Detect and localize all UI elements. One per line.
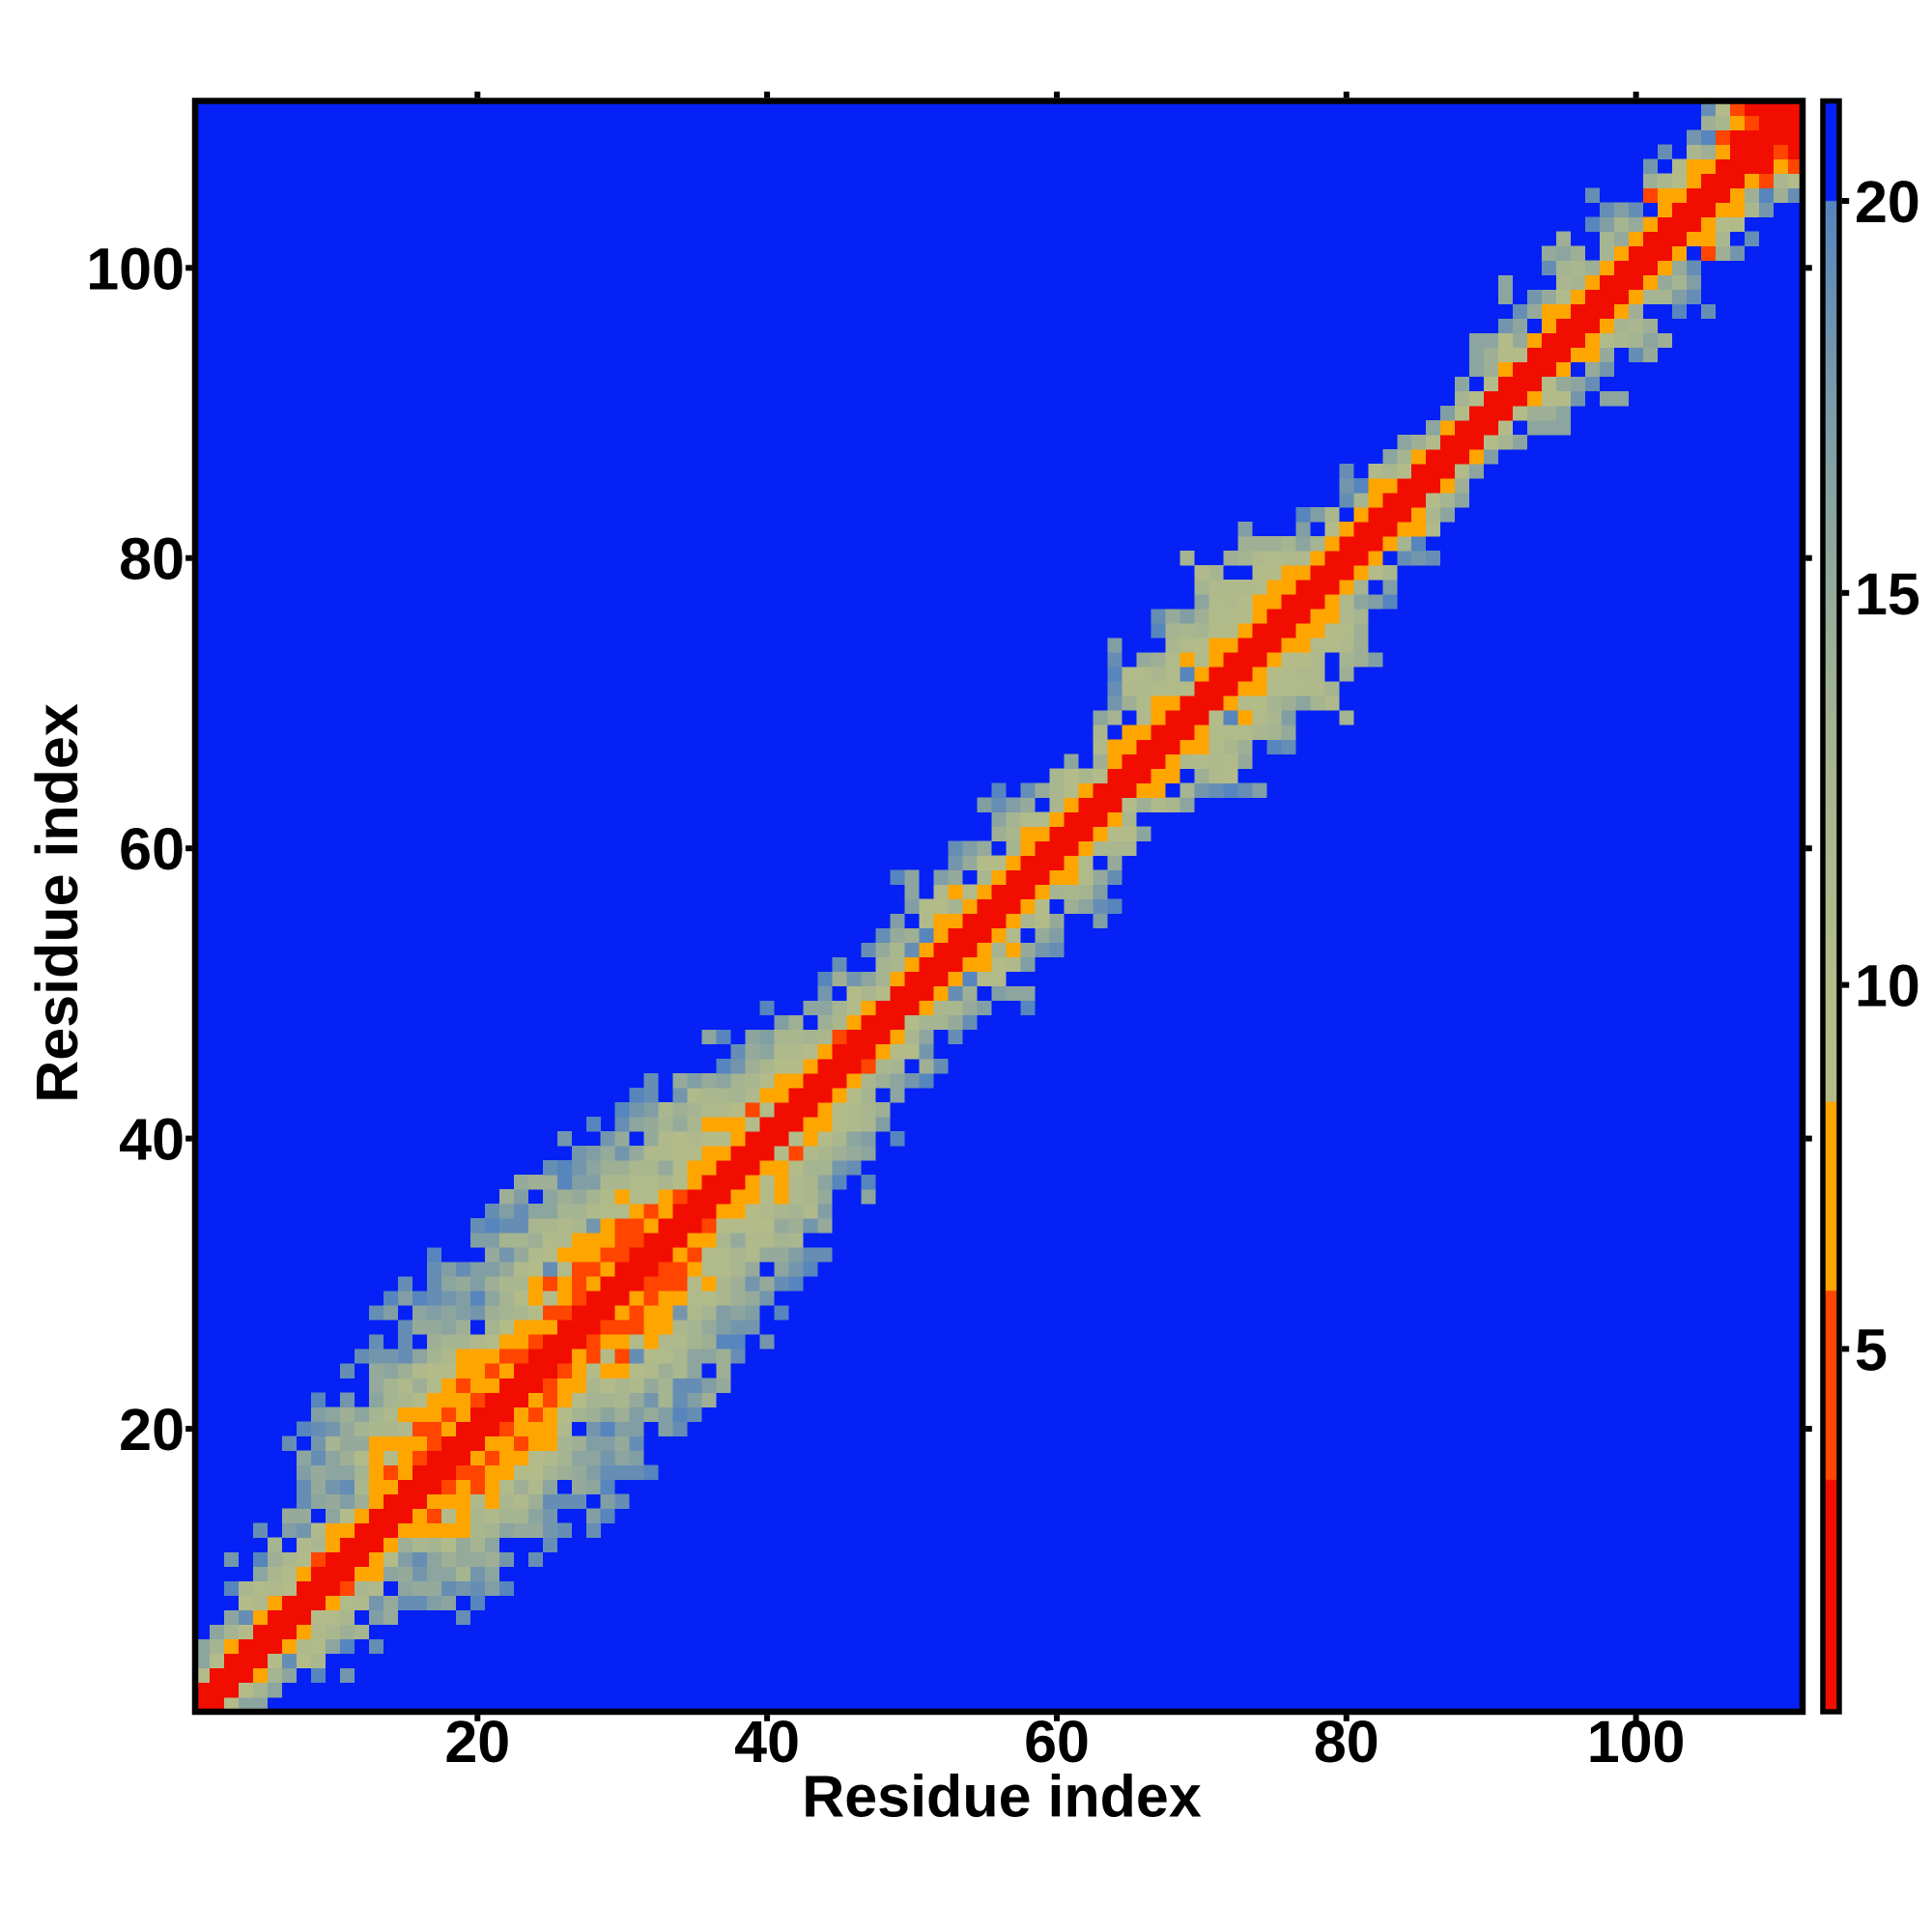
svg-text:60: 60 [119,816,185,882]
svg-text:10: 10 [1855,953,1920,1019]
svg-text:40: 40 [734,1709,800,1775]
svg-text:20: 20 [1855,169,1920,235]
svg-text:Residue index: Residue index [24,703,90,1103]
svg-text:100: 100 [1587,1709,1686,1775]
svg-text:5: 5 [1855,1317,1888,1382]
svg-text:60: 60 [1024,1709,1090,1775]
svg-text:100: 100 [86,236,185,301]
svg-text:80: 80 [1314,1709,1379,1775]
svg-text:15: 15 [1855,561,1920,627]
svg-text:80: 80 [119,526,185,592]
svg-text:20: 20 [119,1397,185,1463]
svg-text:40: 40 [119,1107,185,1173]
svg-text:Residue index: Residue index [802,1764,1202,1830]
svg-text:20: 20 [444,1709,510,1775]
